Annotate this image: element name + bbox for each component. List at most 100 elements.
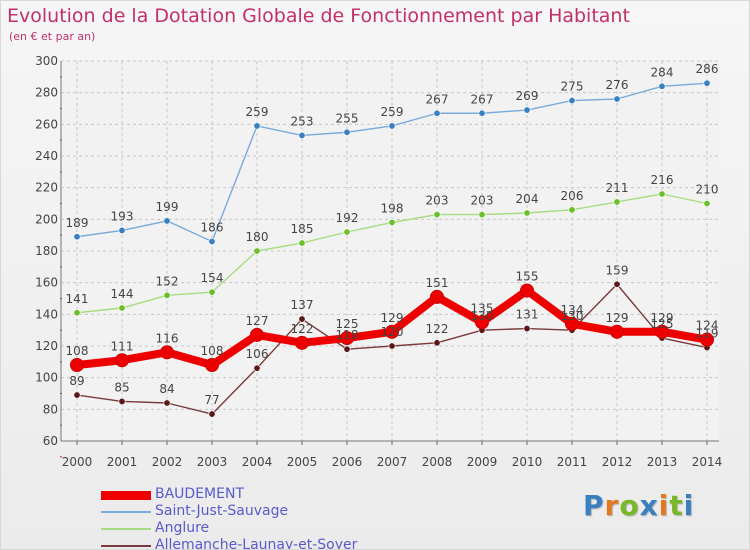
series-point-0 <box>610 324 624 339</box>
data-label-3: 137 <box>291 298 314 312</box>
legend-swatch <box>101 490 151 500</box>
x-tick-label: 2008 <box>422 455 453 469</box>
data-label-0: 122 <box>291 322 314 336</box>
series <box>70 79 714 418</box>
series-point-3 <box>118 397 126 405</box>
logo-letter: i <box>683 489 695 522</box>
y-tick-label: 100 <box>35 371 58 385</box>
x-tick-label: 2014 <box>692 455 723 469</box>
y-tick-label: 200 <box>35 212 58 226</box>
data-label-0: 127 <box>246 314 269 328</box>
series-point-1 <box>703 79 711 87</box>
series-point-1 <box>658 82 666 90</box>
series-point-2 <box>658 190 666 198</box>
x-tick-label: 2002 <box>152 455 183 469</box>
data-label-3: 159 <box>606 263 629 277</box>
series-point-0 <box>115 353 129 368</box>
series-point-3 <box>613 280 621 288</box>
x-tick-label: 2013 <box>647 455 678 469</box>
data-label-1: 286 <box>696 62 719 76</box>
data-label-3: 130 <box>561 309 584 323</box>
series-point-0 <box>160 345 174 360</box>
series-point-0 <box>295 335 309 350</box>
data-label-1: 199 <box>156 200 179 214</box>
data-label-1: 276 <box>606 78 629 92</box>
series-point-2 <box>73 309 81 317</box>
logo-letter: o <box>619 489 640 522</box>
data-label-0: 108 <box>66 344 89 358</box>
series-point-0 <box>250 327 264 342</box>
data-label-1: 259 <box>246 105 269 119</box>
series-point-1 <box>118 226 126 234</box>
data-label-2: 144 <box>111 287 134 301</box>
y-tick-label: 300 <box>35 54 58 68</box>
series-point-0 <box>205 358 219 372</box>
series-point-0 <box>520 283 534 298</box>
data-label-3: 125 <box>651 317 674 331</box>
series-point-0 <box>655 324 669 339</box>
series-point-2 <box>163 291 171 299</box>
data-label-2: 141 <box>66 292 89 306</box>
data-label-0: 129 <box>381 311 404 325</box>
x-tick-label: 2003 <box>197 455 228 469</box>
series-point-0 <box>430 289 444 304</box>
data-label-0: 135 <box>471 301 494 315</box>
data-label-0: 129 <box>651 311 674 325</box>
data-label-0: 108 <box>201 344 224 358</box>
series-point-1 <box>73 233 81 241</box>
series-point-2 <box>253 247 261 255</box>
y-tick-label: 140 <box>35 307 58 321</box>
y-tick-label: 280 <box>35 86 58 100</box>
data-label-0: 134 <box>561 303 584 317</box>
data-label-1: 253 <box>291 114 314 128</box>
series-point-0 <box>700 332 714 347</box>
x-tick-label: 2011 <box>557 455 588 469</box>
series-point-1 <box>523 106 531 114</box>
series-point-3 <box>298 315 306 323</box>
legend-label: BAUDEMENT <box>155 486 245 502</box>
legend-label: Anglure <box>155 520 210 536</box>
y-tick-label: 260 <box>35 117 58 131</box>
x-tick-label: 2010 <box>512 455 543 469</box>
data-label-1: 186 <box>201 221 224 235</box>
x-tick-label: 2001 <box>107 455 138 469</box>
data-label-1: 193 <box>111 209 134 223</box>
data-label-1: 267 <box>471 92 494 106</box>
series-point-2 <box>523 209 531 217</box>
data-label-2: 216 <box>651 173 674 187</box>
series-point-0 <box>475 315 489 330</box>
data-label-1: 275 <box>561 80 584 94</box>
data-label-1: 189 <box>66 216 89 230</box>
data-label-0: 116 <box>156 331 179 345</box>
series-point-1 <box>388 122 396 130</box>
series-point-0 <box>70 358 84 372</box>
proxiti-logo: Proxiti <box>583 489 694 522</box>
data-label-1: 269 <box>516 89 539 103</box>
data-label-3: 120 <box>381 325 404 339</box>
logo-letter: i <box>658 489 670 522</box>
axes: 60 80 100 120 140 160 180 200 220 240 260 280 300 200… <box>35 54 722 469</box>
legend-swatch <box>101 528 151 530</box>
legend-label: Saint-Just-Sauvage <box>155 503 289 519</box>
data-label-1: 255 <box>336 111 359 125</box>
data-label-2: 154 <box>201 271 224 285</box>
series-point-3 <box>253 364 261 372</box>
logo-letter: x <box>639 489 659 522</box>
data-label-2: 203 <box>426 194 449 208</box>
series-point-2 <box>388 219 396 227</box>
series-point-2 <box>568 206 576 214</box>
legend-label: Allemanche-Launay-et-Soyer <box>155 537 358 550</box>
series-point-3 <box>523 325 531 333</box>
data-label-0: 155 <box>516 270 539 284</box>
series-point-1 <box>253 122 261 130</box>
data-label-3: 89 <box>69 374 84 388</box>
x-tick-label: 2006 <box>332 455 363 469</box>
data-label-2: 152 <box>156 274 179 288</box>
series-point-1 <box>613 95 621 103</box>
x-tick-label: 2009 <box>467 455 498 469</box>
x-tick-label: 2007 <box>377 455 408 469</box>
x-tick-label: 2000 <box>62 455 93 469</box>
data-label-1: 284 <box>651 65 674 79</box>
series-point-3 <box>388 342 396 350</box>
